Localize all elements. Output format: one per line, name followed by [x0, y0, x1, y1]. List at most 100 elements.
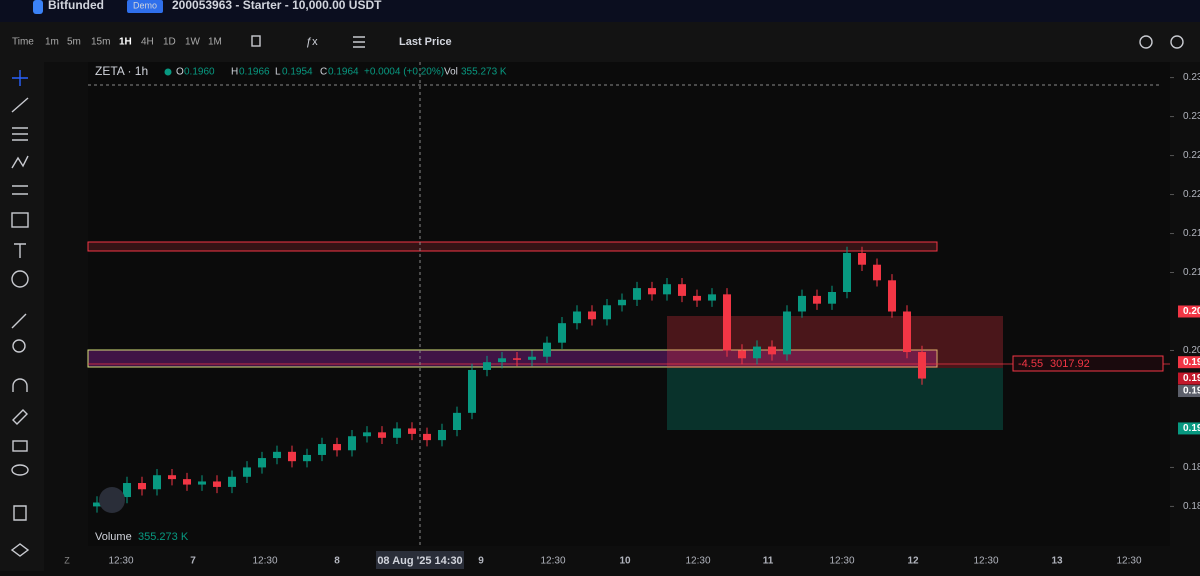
crosshair-time: 08 Aug '25 14:30 [377, 555, 462, 567]
legend-o: 0.1960 [184, 67, 215, 78]
legend-h-label: H [231, 67, 238, 78]
stop-zone [667, 316, 1003, 368]
y-tick-label: 0.20 [1183, 345, 1200, 356]
candle-body [393, 428, 401, 438]
candle-body [168, 475, 176, 480]
x-tick-label: 12 [907, 556, 919, 567]
interval[interactable]: 4H [141, 37, 154, 48]
price-tag: 0.20 [1183, 306, 1200, 317]
interval[interactable]: 1W [185, 37, 201, 48]
candle-body [378, 432, 386, 438]
y-tick-label: 0.22 [1183, 150, 1200, 161]
candle-body [768, 346, 776, 355]
candle-body [903, 311, 911, 353]
y-tick-label: 0.21 [1183, 267, 1200, 278]
x-tick-label: 7 [190, 556, 196, 567]
x-tick-label: 12:30 [1116, 556, 1141, 567]
candle-body [468, 369, 476, 413]
interval[interactable]: 1M [208, 37, 222, 48]
candle-body [198, 481, 206, 485]
x-tick-label: 12:30 [685, 556, 710, 567]
y-tick-label: 0.23 [1183, 72, 1200, 83]
position-tool[interactable] [1012, 355, 1164, 372]
candle-body [783, 311, 791, 355]
candle-body [708, 294, 716, 301]
settings-icon[interactable] [1139, 35, 1153, 49]
resistance-zone [87, 241, 938, 252]
candle-body [828, 292, 836, 304]
candle-body [663, 284, 671, 295]
candle-body [633, 288, 641, 300]
candle-body [918, 352, 926, 379]
candle-body [858, 253, 866, 265]
fx-icon[interactable]: ƒx [306, 36, 318, 48]
menu-icon[interactable] [353, 36, 365, 48]
price-axis [1170, 62, 1200, 546]
toolbar [0, 22, 1200, 62]
y-tick-label: 0.21 [1183, 228, 1200, 239]
candle-body [138, 483, 146, 490]
candle-body [588, 311, 596, 320]
candle-body [888, 280, 896, 312]
legend-l: 0.1954 [282, 67, 313, 78]
candle-body [813, 295, 821, 304]
price-tag-bg [1178, 305, 1200, 318]
candle-body [483, 362, 491, 370]
interval[interactable]: 5m [67, 37, 81, 48]
legend-o-label: O [176, 67, 184, 78]
candle-body [273, 451, 281, 459]
price-tag: 0.19 [1183, 373, 1200, 384]
interval[interactable]: 1m [45, 37, 59, 48]
candle-body [573, 311, 581, 324]
x-tick-label: 13 [1051, 556, 1063, 567]
candle-body [183, 479, 191, 485]
support-zone [87, 349, 938, 368]
header-bar [0, 0, 1200, 22]
price-mode[interactable]: Last Price [399, 36, 452, 48]
price-tag-bg [1178, 372, 1200, 385]
y-tick-label: 0.18 [1183, 501, 1200, 512]
price-tag: 0.19 [1183, 423, 1200, 434]
y-tick-label: 0.23 [1183, 111, 1200, 122]
candle-icon[interactable] [251, 35, 261, 47]
candle-body [408, 428, 416, 434]
candle-body [648, 288, 656, 295]
account[interactable]: 200053963 - Starter - 10,000.00 USDT [172, 0, 382, 12]
refresh-icon[interactable] [1170, 35, 1184, 49]
position-pnl: -4.55 [1018, 358, 1043, 370]
price-tag: 0.19 [1183, 357, 1200, 368]
sidebar [0, 62, 44, 571]
candle-body [723, 294, 731, 351]
legend-l-label: L [275, 67, 281, 78]
candle-body [798, 295, 806, 312]
candle-body [423, 433, 431, 441]
candle-body [513, 358, 521, 360]
badge: Demo [133, 0, 157, 10]
interval[interactable]: 15m [91, 37, 110, 48]
candle-body [873, 264, 881, 281]
plot-area [88, 62, 1170, 546]
candle-body [528, 356, 536, 360]
candle-body [543, 342, 551, 357]
candle-body [693, 295, 701, 301]
interval[interactable]: 1D [163, 37, 176, 48]
drawing-tools[interactable] [10, 70, 30, 557]
crosshair-time-bg [376, 551, 464, 569]
brand: Bitfunded [48, 0, 104, 12]
interval[interactable]: 1H [119, 37, 132, 48]
legend-vol-label: Vol [444, 67, 458, 78]
x-tick-label: 12:30 [108, 556, 133, 567]
interval[interactable]: Time [12, 37, 34, 48]
price-tag-bg [1178, 422, 1200, 435]
legend-vol: 355.273 K [461, 67, 507, 78]
y-tick-label: 0.18 [1183, 462, 1200, 473]
x-tick-label: 11 [763, 556, 774, 567]
candle-body [453, 412, 461, 430]
timezone[interactable]: Z [64, 555, 70, 565]
candle-body [303, 454, 311, 462]
price-tag-bg [1178, 385, 1200, 398]
y-tick-label: 0.22 [1183, 189, 1200, 200]
candle-body [213, 481, 221, 487]
candle-body [243, 467, 251, 477]
